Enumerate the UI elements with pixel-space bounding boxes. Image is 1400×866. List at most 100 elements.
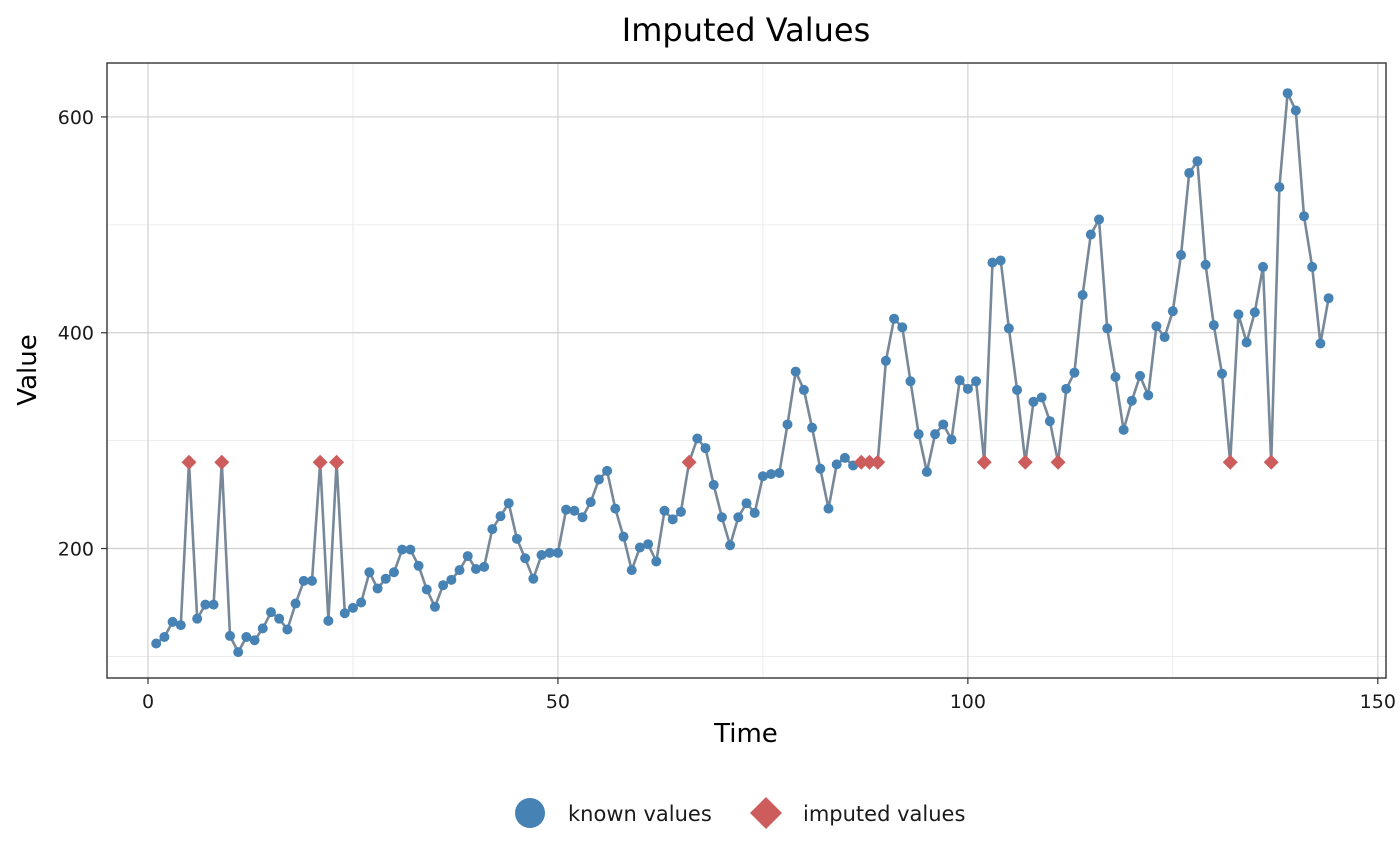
known-point [536,550,547,560]
known-point [1126,395,1137,406]
known-point [889,313,900,324]
legend: known values imputed values [515,797,965,829]
known-point [626,565,637,576]
known-point [938,419,949,430]
known-point [971,376,982,387]
grid-major [107,63,1386,678]
known-point [954,375,965,386]
plot-panel [106,62,1387,679]
known-point [831,459,842,470]
known-point [347,602,358,613]
known-point [479,561,490,572]
known-point [274,613,285,624]
imputed-point [1222,454,1238,470]
known-point [593,474,604,485]
known-point [930,429,941,440]
known-point [1167,306,1178,317]
known-point [962,383,973,394]
known-point [643,539,654,550]
known-point [700,443,711,454]
known-point [1315,338,1326,349]
known-point [716,512,727,523]
known-point [1282,88,1293,99]
known-point [585,497,596,508]
known-point [1307,261,1318,272]
known-point [1069,367,1080,378]
imputed-point [976,454,992,470]
y-tick-label: 600 [58,107,94,129]
y-axis: 200 400 600 [58,107,107,561]
known-point [1217,368,1228,379]
known-point [159,632,170,642]
known-point [1143,390,1154,401]
x-tick-label: 100 [950,691,986,713]
imputed-point [853,454,869,470]
known-point [782,419,793,430]
known-point [1077,289,1088,300]
known-point [823,503,834,514]
known-point [208,599,219,610]
known-point [839,452,850,463]
known-point [618,531,629,542]
known-point [544,547,555,558]
known-point [1299,211,1310,222]
known-point [913,429,924,440]
grid-minor [107,63,1386,678]
known-point [946,434,957,445]
known-point [1249,307,1260,318]
legend-known-marker [515,798,545,828]
known-point [634,542,645,553]
y-tick-label: 400 [58,323,94,345]
known-point [1159,332,1170,343]
known-point [741,498,752,509]
known-point [757,471,768,482]
known-point [569,505,580,516]
known-point [356,597,367,608]
known-point [651,556,662,567]
known-point [372,583,383,594]
known-point [610,503,621,514]
known-point [298,575,309,586]
known-point [577,512,588,523]
known-point [503,498,514,509]
known-point [511,533,522,544]
known-point [921,466,932,477]
x-axis: 0 50 100 150 [142,678,1396,713]
known-point [175,620,186,631]
known-point [528,573,539,584]
imputed-point [214,454,230,470]
known-point [725,540,736,551]
known-point [995,255,1006,266]
known-point [249,635,260,646]
known-point [561,504,572,515]
known-point [1241,337,1252,348]
known-point [257,623,268,634]
known-point [290,598,301,609]
known-point [462,551,473,562]
known-point [798,384,809,395]
known-point [151,638,162,649]
known-point [224,630,235,641]
known-point [233,647,244,658]
known-point [774,468,785,478]
known-point [1036,392,1047,403]
known-point [1085,229,1096,240]
known-point [429,601,440,612]
known-point [790,366,801,377]
y-axis-title: Value [13,334,43,405]
known-point [364,567,375,578]
data-points [151,88,1334,658]
known-point [1094,214,1105,225]
imputed-point [312,454,328,470]
imputed-point [681,454,697,470]
legend-imputed-label: imputed values [803,802,965,826]
known-point [1176,250,1187,261]
known-point [1102,323,1113,334]
series-known-values [155,91,1330,654]
known-point [1208,320,1219,331]
known-point [495,511,506,522]
known-point [987,257,998,268]
known-point [1200,259,1211,270]
legend-known-label: known values [568,802,712,826]
known-point [733,512,744,523]
